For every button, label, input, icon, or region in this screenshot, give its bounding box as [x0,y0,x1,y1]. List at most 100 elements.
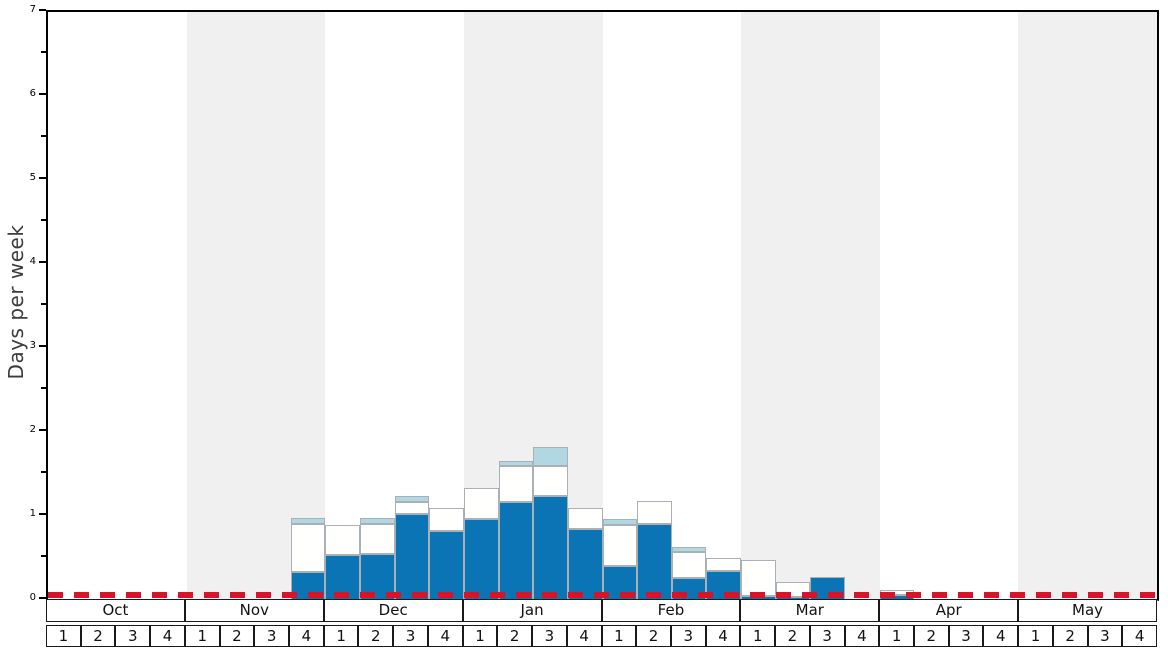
month-band-apr [879,12,1019,600]
y-minor-tick [41,387,46,389]
bar-mar-3 [810,12,846,600]
bar-jan-2 [498,12,534,600]
y-tick-label: 5 [29,172,36,183]
solid-blue-segment [394,514,430,600]
white-segment [567,507,603,530]
y-major-tick [39,429,46,431]
bar-jan-4 [567,12,603,600]
month-cell-mar: Mar [740,599,880,622]
week-cell-mar-1: 1 [740,625,776,647]
white-segment [533,465,568,496]
white-segment [498,466,534,502]
bar-jan-3 [533,12,568,600]
white-segment [671,552,707,579]
week-cell-oct-3: 3 [115,625,151,647]
white-segment [637,500,672,525]
month-cell-jan: Jan [462,599,602,622]
solid-blue-segment [429,531,464,600]
month-band-nov [186,12,326,600]
month-band-feb [602,12,742,600]
week-cell-nov-2: 2 [219,625,255,647]
week-cell-feb-2: 2 [636,625,671,647]
y-tick-label: 7 [29,4,36,15]
y-minor-tick [41,303,46,305]
bar-dec-3 [394,12,430,600]
week-cell-jan-4: 4 [566,625,602,647]
bar-feb-2 [637,12,672,600]
week-cell-dec-3: 3 [393,625,428,647]
month-band-may [1018,12,1157,600]
month-label-row: Oct Nov Dec Jan Feb Mar Apr May [46,599,1157,622]
week-cell-jan-2: 2 [497,625,533,647]
bar-apr-1 [879,12,915,600]
bar-jan-1 [463,12,499,600]
bar-mar-1 [741,12,776,600]
month-band-oct [48,12,187,600]
light-blue-segment [359,517,395,524]
zero-reference-line [48,591,1157,598]
white-segment [359,523,395,554]
week-cell-dec-4: 4 [427,625,463,647]
y-tick-label: 1 [29,508,36,519]
bar-feb-3 [671,12,707,600]
y-major-tick [39,597,46,599]
light-blue-segment [533,447,568,466]
week-cell-dec-1: 1 [323,625,359,647]
month-band-mar [741,12,880,600]
y-minor-tick [41,51,46,53]
white-segment [463,488,499,520]
bar-feb-1 [602,12,638,600]
y-tick-label: 3 [29,340,36,351]
light-blue-segment [394,495,430,502]
y-minor-tick [41,219,46,221]
bar-dec-4 [429,12,464,600]
light-blue-segment [671,547,707,553]
y-tick-label: 6 [29,88,36,99]
bar-mar-2 [775,12,811,600]
light-blue-segment [602,519,638,526]
y-tick-label: 2 [29,424,36,435]
month-cell-may: May [1018,599,1157,622]
month-cell-apr: Apr [879,599,1019,622]
week-cell-jan-3: 3 [532,625,567,647]
bar-feb-4 [706,12,742,600]
white-segment [394,501,430,515]
week-cell-oct-4: 4 [150,625,185,647]
light-blue-segment [498,460,534,467]
solid-blue-segment [498,501,534,600]
week-cell-nov-1: 1 [184,625,220,647]
week-cell-nov-3: 3 [254,625,290,647]
y-minor-tick [41,555,46,557]
y-minor-tick [41,471,46,473]
week-cell-mar-4: 4 [844,625,880,647]
y-major-tick [39,177,46,179]
y-minor-tick [41,135,46,137]
week-cell-may-1: 1 [1018,625,1053,647]
week-cell-feb-1: 1 [601,625,637,647]
week-cell-may-4: 4 [1122,625,1157,647]
month-cell-nov: Nov [184,599,324,622]
white-segment [602,525,638,567]
white-segment [290,523,326,573]
week-cell-feb-3: 3 [670,625,706,647]
week-cell-may-3: 3 [1087,625,1123,647]
solid-blue-segment [533,495,568,600]
y-major-tick [39,345,46,347]
week-cell-feb-4: 4 [705,625,741,647]
light-blue-segment [290,517,326,524]
week-cell-mar-2: 2 [775,625,810,647]
month-cell-oct: Oct [46,599,185,622]
week-cell-apr-1: 1 [879,625,914,647]
solid-blue-segment [463,519,499,600]
week-cell-jan-1: 1 [462,625,498,647]
y-major-tick [39,261,46,263]
y-major-tick [39,9,46,11]
y-tick-label: 4 [29,256,36,267]
y-tick-label: 0 [29,592,36,603]
week-cell-nov-4: 4 [289,625,324,647]
solid-blue-segment [567,529,603,600]
month-cell-dec: Dec [323,599,463,622]
bar-dec-2 [359,12,395,600]
week-cell-apr-2: 2 [913,625,949,647]
